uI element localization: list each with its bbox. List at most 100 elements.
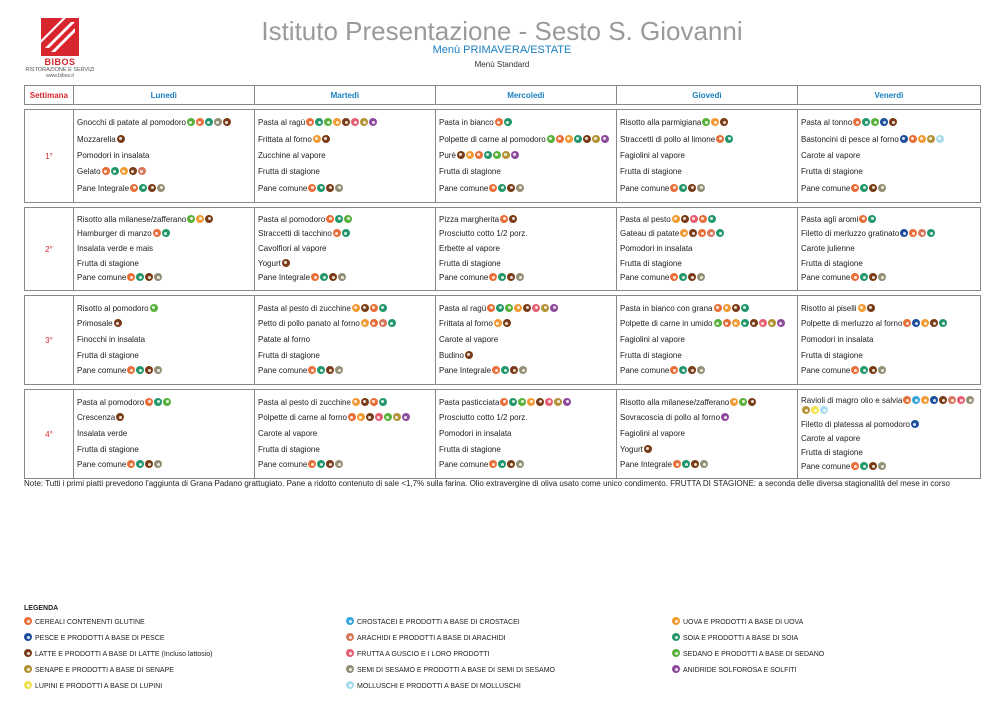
sesamo-icon — [516, 273, 525, 282]
cereali-icon — [492, 366, 501, 375]
latte-icon — [326, 366, 335, 375]
latte-icon — [889, 118, 898, 127]
crostacei-icon — [912, 396, 921, 404]
uova-icon — [465, 150, 474, 159]
dish-item: Frutta di stagione — [439, 259, 614, 269]
senape-icon — [767, 319, 776, 328]
cereali-icon — [145, 397, 154, 406]
dish-name: Pane comune — [801, 366, 851, 376]
sedano-icon — [492, 150, 501, 159]
latte-icon — [869, 366, 878, 375]
uova-icon — [351, 303, 360, 312]
latte-icon — [24, 649, 32, 657]
frutta-icon — [351, 118, 360, 127]
solfiti-icon — [510, 150, 519, 159]
uova-icon — [711, 118, 720, 127]
uova-icon — [680, 229, 689, 238]
cereali-icon — [851, 273, 860, 282]
dish-item: Pomodori in insalata — [77, 151, 252, 161]
legend-item-arachidi: ARACHIDI E PRODOTTI A BASE DI ARACHIDI — [346, 633, 672, 644]
sesamo-icon — [335, 366, 344, 375]
dish-item: Sovracoscia di pollo al forno — [620, 413, 795, 423]
sedano-icon — [344, 214, 353, 223]
dish-item: Carote julienne — [801, 244, 979, 254]
column-header-martedi: Martedì — [255, 86, 436, 104]
cereali-icon — [474, 150, 483, 159]
arachidi-icon — [378, 319, 387, 328]
dish-name: Sovracoscia di pollo al forno — [620, 413, 721, 423]
senape-icon — [360, 118, 369, 127]
cereali-icon — [127, 460, 136, 469]
pesce-icon — [910, 420, 919, 428]
soia-icon — [498, 273, 507, 282]
sesamo-icon — [878, 462, 887, 470]
pesce-icon — [24, 633, 32, 641]
cereali-icon — [903, 319, 912, 328]
dish-name: Frutta di stagione — [801, 350, 863, 360]
dish-name: Frutta di stagione — [801, 167, 863, 177]
latte-icon — [464, 350, 473, 359]
dish-name: Finocchi in insalata — [77, 334, 146, 344]
dish-name: Frutta di stagione — [801, 258, 863, 268]
dish-name: Straccetti di pollo al limone — [620, 134, 716, 144]
dish-name: Frutta di stagione — [258, 350, 320, 360]
dish-item: Fagiolini al vapore — [620, 429, 795, 439]
latte-icon — [502, 319, 511, 328]
cereali-icon — [489, 273, 498, 282]
legend-title: LEGENDA — [24, 605, 59, 612]
cereali-icon — [670, 183, 679, 192]
cereali-icon — [326, 214, 335, 223]
sesamo-icon — [697, 273, 706, 282]
dish-item: Pane comune — [258, 460, 433, 470]
sesamo-icon — [966, 396, 975, 404]
sesamo-icon — [154, 460, 163, 469]
menu-header-row: Settimana Lunedì Martedì Mercoledì Giove… — [24, 85, 981, 105]
dish-item: Frittata al forno — [258, 134, 433, 145]
dish-item: Filetto di platessa al pomodoro — [801, 420, 979, 430]
menu-note: Note: Tutti i primi piatti prevedono l'a… — [24, 479, 950, 488]
column-header-settimana: Settimana — [25, 86, 74, 104]
dish-item: Cavolfiori al vapore — [258, 244, 433, 254]
uova-icon — [514, 303, 523, 312]
column-header-giovedi: Giovedì — [617, 86, 798, 104]
legend-item-sesamo: SEMI DI SESAMO E PRODOTTI A BASE DI SEMI… — [346, 665, 672, 676]
week-row: 4° Pasta al pomodoro Crescenza Insalata ver… — [24, 389, 981, 479]
cereali-icon — [311, 273, 320, 282]
column-header-lunedi: Lunedì — [74, 86, 255, 104]
pesce-icon — [930, 396, 939, 404]
sesamo-icon — [338, 273, 347, 282]
week-row: 2° Risotto alla milanese/zafferano Hamburg… — [24, 207, 981, 291]
latte-icon — [748, 397, 757, 406]
dish-item: Frutta di stagione — [801, 167, 979, 177]
sedano-icon — [187, 214, 196, 223]
dish-item: Pane Integrale — [620, 460, 795, 470]
legend-item-latte: LATTE E PRODOTTI A BASE DI LATTE (Inclus… — [24, 649, 346, 660]
pesce-icon — [900, 229, 909, 238]
pesce-icon — [912, 319, 921, 328]
sedano-icon — [702, 118, 711, 127]
dish-name: Pane comune — [801, 273, 851, 283]
dish-name: Carote al vapore — [258, 428, 318, 438]
soia-icon — [110, 167, 119, 176]
dish-item: Petto di pollo panato al forno — [258, 319, 433, 329]
dish-name: Filetto di merluzzo gratinato — [801, 229, 900, 239]
day-cell: Pasta in bianco Polpette di carne al pomo… — [436, 110, 617, 202]
day-cell: Pasta in bianco con grana Polpette di car… — [617, 296, 798, 384]
dish-name: Frutta di stagione — [77, 258, 139, 268]
dish-item: Pasta pasticciata — [439, 397, 614, 408]
cereali-icon — [853, 118, 862, 127]
cereali-icon — [127, 273, 136, 282]
cereali-icon — [698, 214, 707, 223]
pesce-icon — [880, 118, 889, 127]
latte-icon — [507, 273, 516, 282]
dish-name: Insalata verde — [77, 428, 128, 438]
legend-label: UOVA E PRODOTTI A BASE DI UOVA — [683, 619, 804, 626]
soia-icon — [317, 366, 326, 375]
arachidi-icon — [707, 229, 716, 238]
latte-icon — [536, 397, 545, 406]
cereali-icon — [716, 134, 725, 143]
dish-name: Pane Integrale — [439, 366, 492, 376]
latte-icon — [329, 273, 338, 282]
lupini-icon — [24, 681, 32, 689]
day-cell: Pasta al pesto di zucchine Petto di pollo… — [255, 296, 436, 384]
